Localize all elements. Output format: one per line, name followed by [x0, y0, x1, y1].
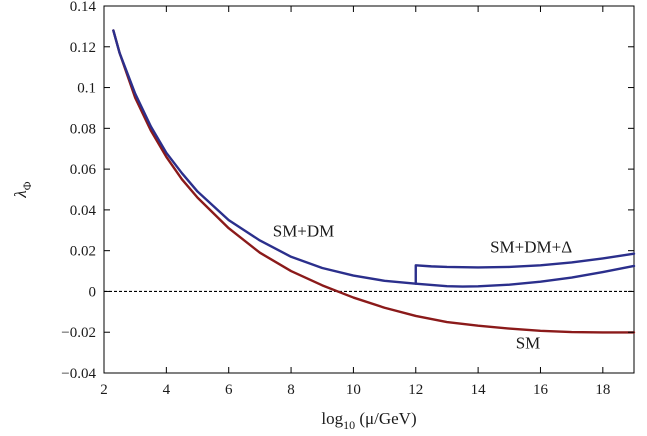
x-tick-label: 12	[408, 382, 423, 398]
y-tick-label: 0.12	[70, 40, 96, 56]
y-tick-label: 0.06	[70, 162, 97, 178]
x-tick-label: 16	[533, 382, 549, 398]
annotation-sm: SM	[516, 334, 541, 353]
y-tick-label: 0.08	[70, 121, 96, 137]
labels-layer: 2 4 6 8 10 12 14 16 18 −0.04 −0.02 0 0.02 0.04 0.06 0.0…	[11, 0, 610, 432]
y-axis-label: λΦ	[11, 181, 34, 198]
x-tick-label: 6	[225, 382, 233, 398]
y-tick-label: −0.02	[61, 325, 96, 341]
series-line-sm	[112, 29, 636, 334]
annotation-sm-dm: SM+DM	[273, 221, 335, 240]
plot-frame	[103, 5, 635, 374]
x-tick-label: 18	[595, 382, 610, 398]
x-tick-label: 14	[471, 382, 487, 398]
y-tick-label: 0.1	[77, 81, 96, 97]
series-line-sm-dm	[112, 29, 636, 288]
y-tick-label: 0.14	[70, 0, 97, 15]
x-axis-label: log10 (μ/GeV)	[321, 409, 416, 432]
y-tick-label: 0.04	[70, 203, 97, 219]
x-tick-label: 2	[100, 382, 108, 398]
y-tick-label: 0	[89, 284, 97, 300]
y-tick-label: −0.04	[61, 366, 96, 382]
x-tick-label: 8	[287, 382, 295, 398]
x-tick-label: 10	[346, 382, 361, 398]
x-tick-label: 4	[163, 382, 171, 398]
series-line-sm-dm	[414, 252, 636, 285]
y-tick-label: 0.02	[70, 244, 96, 260]
plot-layer	[103, 5, 636, 374]
annotation-sm-dm: SM+DM+Δ	[490, 238, 572, 257]
ticks-layer	[103, 5, 634, 374]
